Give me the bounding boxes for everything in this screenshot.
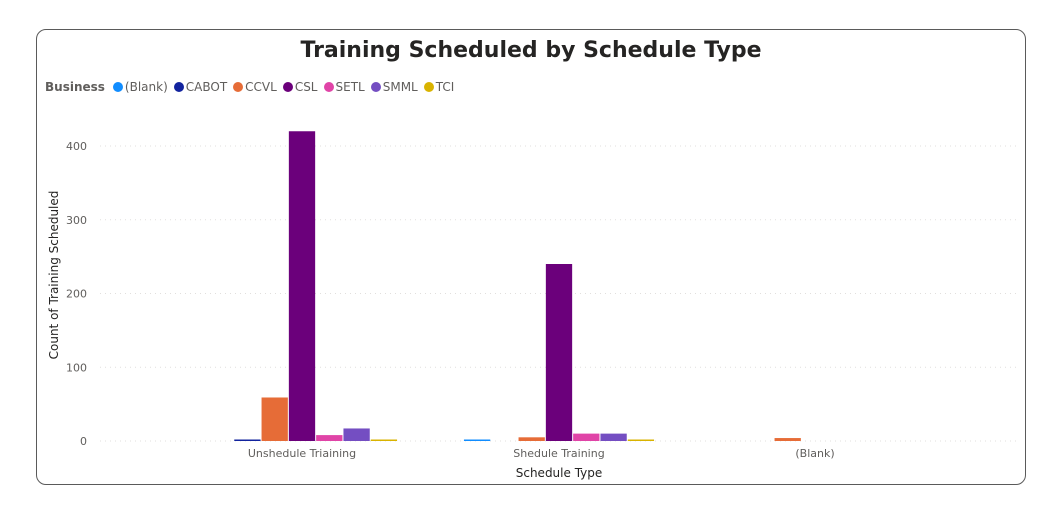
legend-items: (Blank) CABOT CCVL CSL SETL SMML TCI [112, 80, 460, 94]
legend-label: CABOT [185, 80, 228, 94]
bar[interactable] [463, 439, 491, 442]
legend-marker [370, 82, 381, 92]
bar[interactable] [261, 397, 288, 441]
bar[interactable] [545, 264, 573, 441]
bar[interactable] [627, 439, 655, 442]
legend-label: SETL [335, 80, 365, 94]
legend-item[interactable]: SETL [323, 80, 365, 94]
legend-marker [323, 82, 334, 92]
x-tick-label: Unshedule Triaining [248, 447, 356, 460]
x-tick-label: (Blank) [795, 447, 834, 460]
chart-title: Training Scheduled by Schedule Type [300, 38, 762, 63]
legend-item[interactable]: (Blank) [112, 80, 168, 94]
bar[interactable] [774, 438, 801, 441]
legend-marker [112, 82, 123, 92]
legend-title: Business [45, 80, 105, 94]
y-tick-label: 200 [66, 288, 87, 301]
y-tick-label: 400 [66, 140, 87, 153]
legend-item[interactable]: CABOT [173, 80, 228, 94]
y-tick-label: 100 [66, 361, 87, 374]
bar[interactable] [316, 435, 343, 441]
legend-label: SMML [382, 80, 418, 94]
bar[interactable] [600, 433, 627, 441]
legend-label: CSL [294, 80, 318, 94]
bar[interactable] [288, 131, 316, 441]
bar[interactable] [343, 428, 370, 441]
chart-card: Training Scheduled by Schedule Type Busi… [36, 29, 1026, 485]
legend-label: TCI [435, 80, 455, 94]
bar[interactable] [234, 439, 261, 442]
legend-marker [233, 82, 244, 92]
bar[interactable] [518, 437, 545, 441]
legend-item[interactable]: CSL [282, 80, 318, 94]
x-tick-label: Shedule Training [513, 447, 604, 460]
legend-item[interactable]: CCVL [233, 80, 277, 94]
legend-label: CCVL [245, 80, 277, 94]
y-tick-label: 0 [80, 435, 87, 448]
legend-marker [423, 82, 434, 92]
bar[interactable] [370, 439, 398, 442]
legend-marker [173, 82, 184, 92]
x-axis-label: Schedule Type [516, 466, 603, 480]
y-axis-label: Count of Training Scheduled [47, 191, 61, 360]
legend-label: (Blank) [124, 80, 168, 94]
bar[interactable] [573, 433, 600, 441]
legend: Business (Blank) CABOT CCVL CSL SETL SMML TCI [45, 80, 460, 94]
legend-item[interactable]: SMML [370, 80, 418, 94]
legend-marker [282, 82, 293, 92]
legend-item[interactable]: TCI [423, 80, 455, 94]
y-tick-label: 300 [66, 214, 87, 227]
